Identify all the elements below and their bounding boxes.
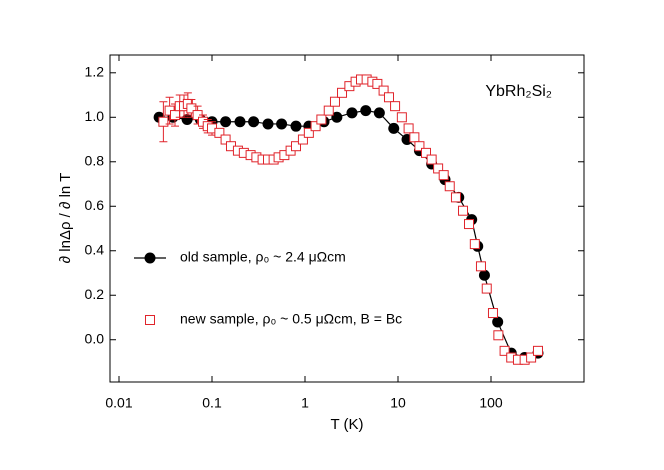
data-point	[493, 330, 504, 341]
data-point	[388, 122, 400, 134]
legend-marker	[144, 252, 156, 264]
y-tick-label: 0.0	[85, 330, 105, 346]
data-point	[346, 107, 358, 119]
data-point	[262, 118, 274, 130]
data-point	[303, 127, 314, 138]
y-tick-label: 0.8	[85, 152, 105, 168]
data-point	[450, 192, 461, 203]
x-tick-label: 0.1	[202, 395, 222, 411]
data-point	[532, 345, 543, 356]
y-tick-label: 0.4	[85, 241, 105, 257]
data-point	[290, 141, 301, 152]
y-tick-label: 1.2	[85, 63, 105, 79]
data-point	[433, 163, 444, 174]
data-point	[248, 116, 260, 128]
data-point	[331, 111, 343, 123]
data-point	[158, 116, 169, 127]
data-point	[409, 132, 420, 143]
data-point	[426, 154, 437, 165]
data-point	[220, 134, 231, 145]
data-point	[337, 87, 348, 98]
data-point	[186, 103, 197, 114]
data-point	[234, 116, 246, 128]
data-point	[469, 239, 480, 250]
data-point	[297, 134, 308, 145]
legend-label: old sample, ρ₀ ~ 2.4 μΩcm	[180, 249, 346, 265]
data-point	[220, 116, 232, 128]
data-point	[383, 92, 394, 103]
data-point	[396, 112, 407, 123]
data-point	[438, 170, 449, 181]
data-point	[475, 261, 486, 272]
legend-label: new sample, ρ₀ ~ 0.5 μΩcm, B = Bc	[180, 311, 402, 327]
data-point	[492, 316, 504, 328]
data-point	[323, 105, 334, 116]
data-point	[421, 147, 431, 158]
legend-marker	[145, 315, 155, 325]
data-point	[360, 105, 372, 117]
x-tick-label: 100	[479, 395, 503, 411]
annotation: YbRh₂Si₂	[485, 83, 552, 100]
y-tick-label: 0.6	[85, 197, 105, 213]
data-point	[481, 283, 492, 294]
data-point	[403, 123, 414, 134]
data-point	[214, 127, 225, 138]
data-point	[390, 101, 401, 112]
data-point	[310, 121, 321, 132]
data-point	[373, 107, 385, 119]
data-point	[478, 269, 490, 281]
data-point	[414, 141, 425, 152]
data-point	[316, 114, 327, 125]
plot-frame	[109, 54, 585, 383]
y-tick-label: 1.0	[85, 108, 105, 124]
data-point	[329, 96, 340, 107]
data-point	[276, 118, 288, 130]
y-axis-label: ∂ lnΔρ / ∂ ln T	[57, 173, 74, 264]
x-axis-label: T (K)	[330, 416, 363, 433]
data-point	[170, 110, 181, 121]
data-point	[526, 352, 537, 363]
x-tick-label: 0.01	[105, 395, 132, 411]
data-point	[372, 78, 383, 89]
data-point	[444, 181, 455, 192]
data-point	[290, 120, 302, 132]
data-point	[499, 345, 510, 356]
data-point	[378, 85, 389, 96]
data-point	[464, 219, 475, 230]
y-tick-label: 0.2	[85, 286, 105, 302]
x-tick-label: 10	[390, 395, 406, 411]
x-tick-label: 1	[301, 395, 309, 411]
data-point	[458, 205, 469, 216]
data-point	[487, 308, 498, 319]
